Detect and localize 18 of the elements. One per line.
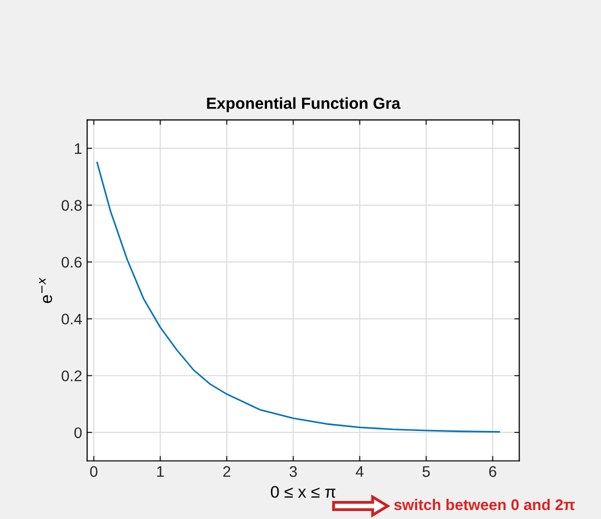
x-tick-label: 3 bbox=[290, 466, 297, 477]
x-tick-label: 0 bbox=[90, 466, 98, 477]
x-tick-label: 4 bbox=[356, 466, 364, 477]
x-tick-label: 1 bbox=[157, 466, 164, 477]
y-tick-label: 1 bbox=[74, 143, 82, 154]
x-axis-title: 0 ≤ x ≤ π bbox=[270, 486, 336, 498]
x-tick-label: 5 bbox=[422, 466, 430, 477]
y-tick-label: 0.8 bbox=[62, 200, 82, 211]
y-axis-title: e$^{−x}$ bbox=[39, 278, 52, 304]
x-tick-label: 2 bbox=[223, 466, 230, 477]
text: switch between 0 and 2π bbox=[394, 498, 575, 510]
x-tick-label: 6 bbox=[489, 466, 496, 477]
y-tick-label: 0.4 bbox=[62, 314, 82, 324]
y-tick-label: 0.2 bbox=[62, 370, 82, 382]
y-tick-label: 0 bbox=[74, 427, 82, 438]
chart-title: Exponential Function Gra bbox=[207, 97, 400, 112]
line-series bbox=[96, 162, 500, 433]
y-tick-label: 0.6 bbox=[62, 256, 82, 268]
